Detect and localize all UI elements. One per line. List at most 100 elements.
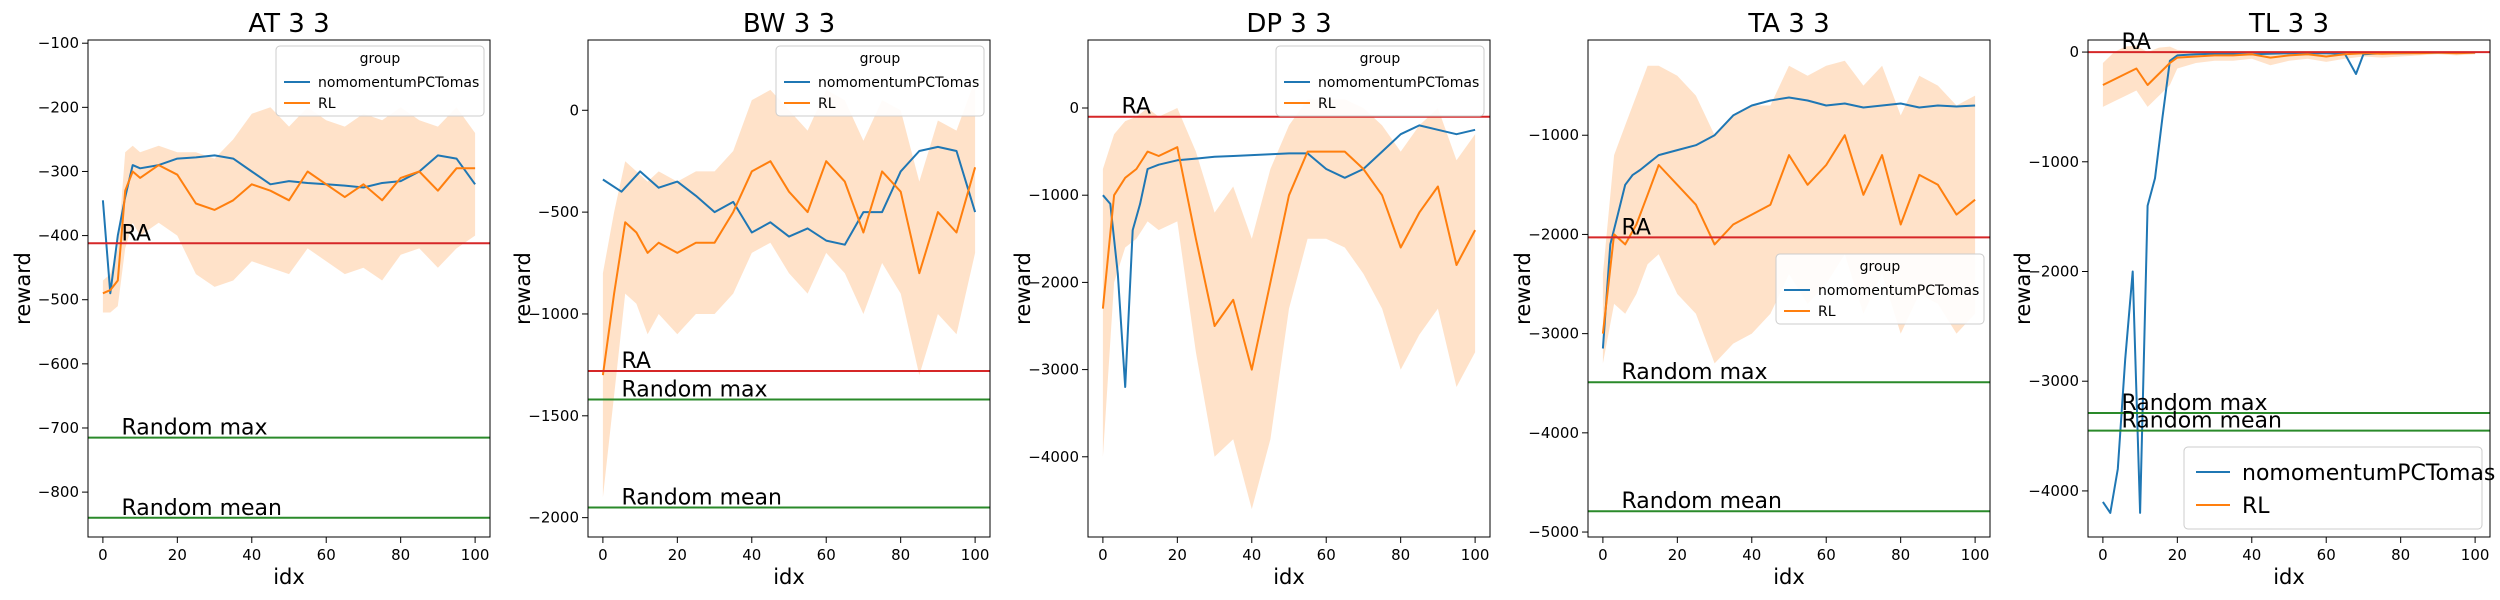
legend-entry: RL bbox=[818, 96, 836, 112]
x-tick-label: 80 bbox=[891, 546, 910, 564]
x-tick-label: 20 bbox=[1668, 546, 1687, 564]
panel-title: AT 3 3 bbox=[248, 9, 329, 39]
legend-box bbox=[1775, 253, 1985, 325]
x-axis-label: idx bbox=[1773, 565, 1805, 589]
hline-label: Random mean bbox=[122, 496, 282, 521]
panel-title: TA 3 3 bbox=[1747, 9, 1829, 39]
x-axis-label: idx bbox=[273, 565, 305, 589]
y-tick-label: 0 bbox=[569, 101, 579, 119]
hline-label: Random max bbox=[622, 378, 768, 403]
plot-area bbox=[1588, 60, 1990, 513]
x-tick-label: 80 bbox=[1891, 546, 1910, 564]
y-axis-label: reward bbox=[11, 252, 35, 325]
y-tick-label: 0 bbox=[1069, 99, 1079, 117]
y-tick-label: −5000 bbox=[1528, 523, 1579, 541]
series-line-pc bbox=[2102, 51, 2476, 514]
x-tick-label: 0 bbox=[2098, 546, 2108, 564]
confidence-band-rl bbox=[102, 107, 476, 313]
hline-label: Random mean bbox=[2122, 409, 2282, 434]
panel-4: RA Random max Random mean 0 20 40 60 80 100 −5000… bbox=[1511, 9, 1991, 589]
series-line-pc bbox=[1102, 124, 1476, 388]
legend-entry: nomomentumPCTomas bbox=[1818, 283, 1979, 299]
x-tick-label: 60 bbox=[1817, 546, 1836, 564]
y-tick-label: −500 bbox=[538, 203, 579, 221]
legend-box bbox=[2183, 446, 2483, 530]
legend: group nomomentumPCTomas RL bbox=[1275, 45, 1485, 117]
x-tick-label: 20 bbox=[668, 546, 687, 564]
plot-area bbox=[1088, 99, 1490, 510]
axes-frame bbox=[1587, 39, 1991, 538]
y-tick-label: 0 bbox=[2069, 43, 2079, 61]
y-tick-label: −3000 bbox=[1028, 361, 1079, 379]
axes-frame bbox=[2087, 39, 2491, 538]
x-tick-label: 100 bbox=[461, 546, 490, 564]
y-tick-label: −200 bbox=[38, 98, 79, 116]
series-line-rl bbox=[102, 164, 476, 295]
confidence-band-rl bbox=[1602, 60, 1976, 364]
legend: group nomomentumPCTomas RL bbox=[1775, 253, 1985, 325]
series-line-rl bbox=[1101, 146, 1476, 371]
x-tick-label: 60 bbox=[2317, 546, 2336, 564]
x-tick-label: 60 bbox=[317, 546, 336, 564]
x-tick-label: 100 bbox=[1961, 546, 1990, 564]
hline-label: RA bbox=[122, 221, 151, 246]
x-tick-label: 100 bbox=[961, 546, 990, 564]
hline-label: RA bbox=[1622, 215, 1651, 240]
x-tick-label: 100 bbox=[1461, 546, 1490, 564]
y-tick-label: −800 bbox=[38, 483, 79, 501]
panel-title: TL 3 3 bbox=[2248, 9, 2329, 39]
panel-title: DP 3 3 bbox=[1246, 9, 1331, 39]
legend-box bbox=[275, 45, 485, 117]
panel-3: RA 0 20 40 60 80 100 −4000 −3000 −2000 −1000 0 DP 3 … bbox=[1011, 9, 1491, 589]
legend-entry: nomomentumPCTomas bbox=[1318, 75, 1479, 91]
axes-frame bbox=[587, 39, 991, 538]
y-tick-label: −4000 bbox=[1028, 448, 1079, 466]
x-tick-label: 100 bbox=[2461, 546, 2490, 564]
y-tick-label: −1000 bbox=[1028, 186, 1079, 204]
hline-label: RA bbox=[1122, 95, 1151, 120]
legend-entry: RL bbox=[1318, 96, 1336, 112]
y-tick-label: −1000 bbox=[1528, 126, 1579, 144]
x-tick-label: 40 bbox=[742, 546, 761, 564]
panel-title: BW 3 3 bbox=[743, 9, 835, 39]
y-tick-label: −100 bbox=[38, 34, 79, 52]
x-tick-label: 0 bbox=[1598, 546, 1608, 564]
y-tick-label: −4000 bbox=[1528, 424, 1579, 442]
axes-frame bbox=[87, 39, 491, 538]
series-line-pc bbox=[602, 145, 977, 246]
y-tick-label: −2000 bbox=[528, 509, 579, 527]
legend-title: group bbox=[360, 51, 401, 67]
y-tick-label: −2000 bbox=[1528, 225, 1579, 243]
series-line-rl bbox=[601, 160, 977, 376]
hline-label: Random max bbox=[1622, 360, 1768, 385]
legend-title: group bbox=[1360, 51, 1401, 67]
plot-area bbox=[588, 79, 990, 509]
series-line-pc bbox=[1601, 96, 1976, 349]
x-tick-label: 20 bbox=[1168, 546, 1187, 564]
x-tick-label: 20 bbox=[168, 546, 187, 564]
series-line-rl bbox=[1601, 134, 1976, 334]
legend-entry: nomomentumPCTomas bbox=[818, 75, 979, 91]
series-line-rl bbox=[2102, 51, 2476, 86]
x-tick-label: 40 bbox=[242, 546, 261, 564]
hline-label: Random mean bbox=[1622, 489, 1782, 514]
x-axis-label: idx bbox=[773, 565, 805, 589]
x-tick-label: 80 bbox=[2391, 546, 2410, 564]
y-axis-label: reward bbox=[1511, 252, 1535, 325]
y-tick-label: −400 bbox=[38, 227, 79, 245]
legend-entry: RL bbox=[1818, 304, 1836, 320]
hline-label: Random max bbox=[2122, 391, 2268, 416]
plot-area bbox=[88, 107, 490, 519]
hline-label: Random max bbox=[122, 416, 268, 441]
x-tick-label: 40 bbox=[2242, 546, 2261, 564]
legend: group nomomentumPCTomas RL bbox=[275, 45, 485, 117]
y-tick-label: −1000 bbox=[528, 305, 579, 323]
legend-title: group bbox=[1860, 259, 1901, 275]
hline-label: RA bbox=[2122, 30, 2151, 55]
confidence-band-rl bbox=[2102, 45, 2476, 107]
x-tick-label: 0 bbox=[598, 546, 608, 564]
series-line-pc bbox=[101, 154, 476, 295]
y-tick-label: −500 bbox=[38, 291, 79, 309]
x-tick-label: 40 bbox=[1742, 546, 1761, 564]
